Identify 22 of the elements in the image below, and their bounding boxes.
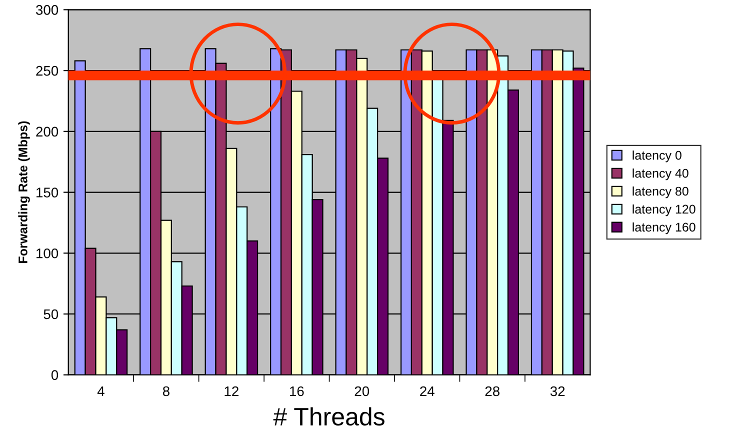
- y-tick-label: 0: [51, 370, 58, 380]
- legend-label: latency 120: [632, 204, 696, 216]
- y-tick-label: 50: [44, 309, 58, 320]
- x-tick-label: 16: [290, 386, 304, 396]
- legend-label: latency 80: [632, 186, 688, 198]
- x-axis-title: # Threads: [273, 407, 384, 426]
- y-tick-label: 250: [36, 66, 58, 76]
- y-axis-title: Forwarding Rate (Mbps): [18, 121, 30, 263]
- legend-label: latency 160: [632, 222, 696, 234]
- y-tick-label: 150: [36, 188, 58, 198]
- x-tick-label: 8: [162, 386, 170, 396]
- legend-label: latency 0: [632, 150, 682, 162]
- y-tick-label: 200: [36, 126, 58, 137]
- x-tick-label: 28: [485, 386, 500, 396]
- x-tick-label: 4: [97, 386, 104, 396]
- legend-label: latency 40: [632, 168, 688, 180]
- x-tick-label: 24: [420, 386, 434, 396]
- x-tick-label: 12: [224, 386, 238, 396]
- x-tick-label: 20: [354, 386, 370, 396]
- y-tick-label: 100: [36, 248, 58, 258]
- x-tick-label: 32: [550, 386, 565, 396]
- y-tick-label: 300: [36, 5, 58, 15]
